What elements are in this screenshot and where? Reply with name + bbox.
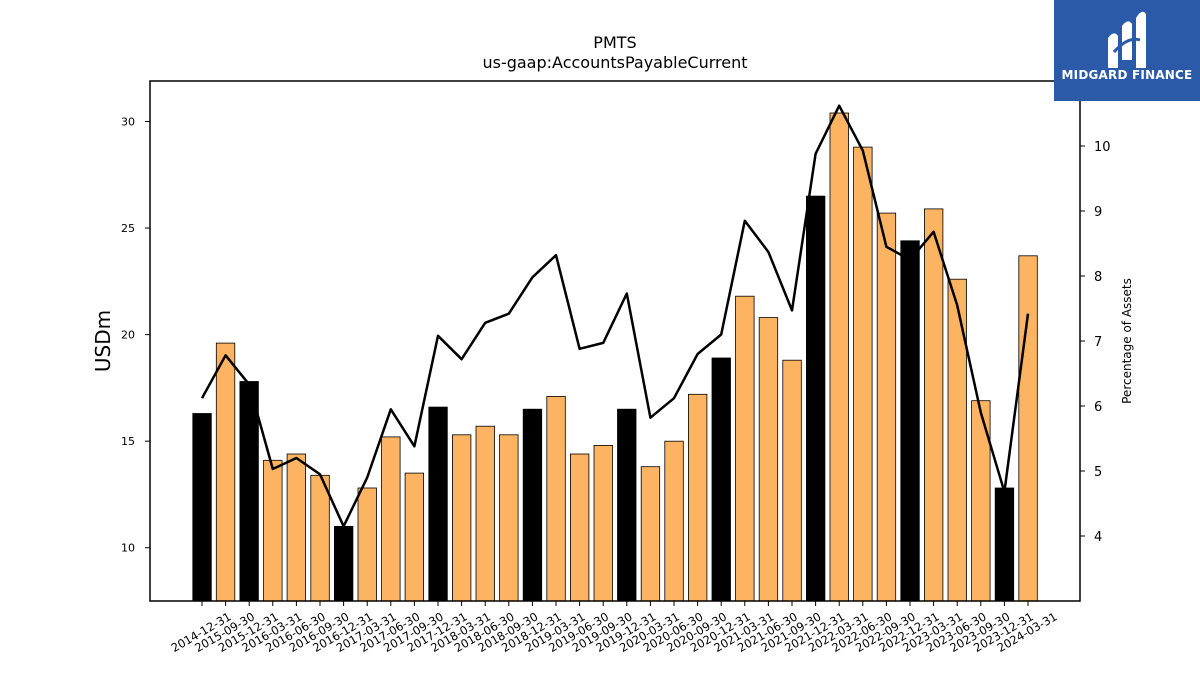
bar-2017-09-30 bbox=[404, 472, 425, 602]
bar-2020-12-31 bbox=[711, 357, 731, 602]
bar-2018-09-30 bbox=[499, 434, 519, 602]
y2-tick-label: 4 bbox=[1094, 530, 1102, 545]
bar-2019-06-30 bbox=[570, 453, 590, 602]
y2-axis-label: Percentage of Assets bbox=[1120, 278, 1134, 404]
bar-2015-09-30 bbox=[215, 342, 236, 602]
brand-name: MIDGARD FINANCE bbox=[1061, 68, 1193, 82]
bar-2018-06-30 bbox=[475, 425, 495, 602]
chart-title: PMTS bbox=[593, 33, 636, 52]
bar-2019-09-30 bbox=[593, 444, 613, 602]
y2-tick-label: 7 bbox=[1094, 335, 1102, 350]
bar-2021-09-30 bbox=[782, 359, 802, 602]
bar-2016-12-31 bbox=[333, 526, 354, 602]
bar-2021-12-31 bbox=[806, 195, 826, 602]
y-tick-label: 15 bbox=[121, 435, 135, 448]
bar-2016-03-31 bbox=[263, 459, 283, 602]
bar-2018-03-31 bbox=[451, 434, 472, 602]
x-axis: 2014-12-312015-09-302015-12-312016-03-31… bbox=[169, 601, 1060, 655]
bar-2022-03-31 bbox=[829, 112, 849, 602]
bar-2019-03-31 bbox=[546, 395, 566, 602]
bar-2016-06-30 bbox=[286, 453, 307, 602]
y2-tick-label: 9 bbox=[1094, 205, 1102, 220]
bar-2019-12-31 bbox=[617, 408, 637, 602]
y-tick-label: 10 bbox=[121, 542, 135, 555]
bar-2018-12-31 bbox=[522, 408, 543, 602]
bar-2015-12-31 bbox=[239, 381, 259, 602]
bar-group bbox=[192, 112, 1038, 602]
bar-2022-12-31 bbox=[900, 240, 920, 602]
y-axis-left: 10 15 20 25 30 bbox=[121, 115, 150, 555]
bar-2017-06-30 bbox=[381, 436, 401, 602]
bar-2020-09-30 bbox=[688, 393, 708, 602]
bar-2022-09-30 bbox=[876, 212, 897, 602]
series-line-percentage bbox=[200, 104, 1030, 528]
bar-2023-12-31 bbox=[994, 487, 1015, 602]
bar-2023-06-30 bbox=[947, 278, 967, 602]
bar-2017-03-31 bbox=[357, 487, 377, 602]
y2-tick-label: 10 bbox=[1094, 140, 1111, 155]
bar-2021-06-30 bbox=[758, 317, 779, 602]
bar-2024-03-31 bbox=[1018, 255, 1038, 602]
bar-2023-03-31 bbox=[924, 208, 944, 602]
y2-tick-label: 8 bbox=[1094, 270, 1102, 285]
bar-2016-09-30 bbox=[310, 474, 330, 602]
brand-logo: MIDGARD FINANCE bbox=[1054, 0, 1200, 101]
line-group bbox=[200, 104, 1030, 528]
y2-tick-label: 6 bbox=[1094, 400, 1102, 415]
y-axis-label: USDm bbox=[91, 310, 115, 372]
y-axis-right: 4 5 6 7 8 9 10 bbox=[1080, 140, 1111, 545]
bar-2014-12-31 bbox=[192, 413, 212, 602]
chart-subtitle: us-gaap:AccountsPayableCurrent bbox=[482, 53, 747, 72]
bar-2022-06-30 bbox=[853, 146, 873, 602]
logo-mark-icon bbox=[1108, 11, 1146, 68]
y-tick-label: 30 bbox=[121, 115, 135, 128]
bar-2020-06-30 bbox=[664, 440, 684, 602]
y-tick-label: 25 bbox=[121, 222, 135, 235]
bar-2021-03-31 bbox=[735, 295, 755, 602]
bar-2020-03-31 bbox=[640, 466, 661, 602]
y-tick-label: 20 bbox=[121, 329, 135, 342]
bar-2017-12-31 bbox=[428, 406, 448, 602]
y2-tick-label: 5 bbox=[1094, 465, 1102, 480]
